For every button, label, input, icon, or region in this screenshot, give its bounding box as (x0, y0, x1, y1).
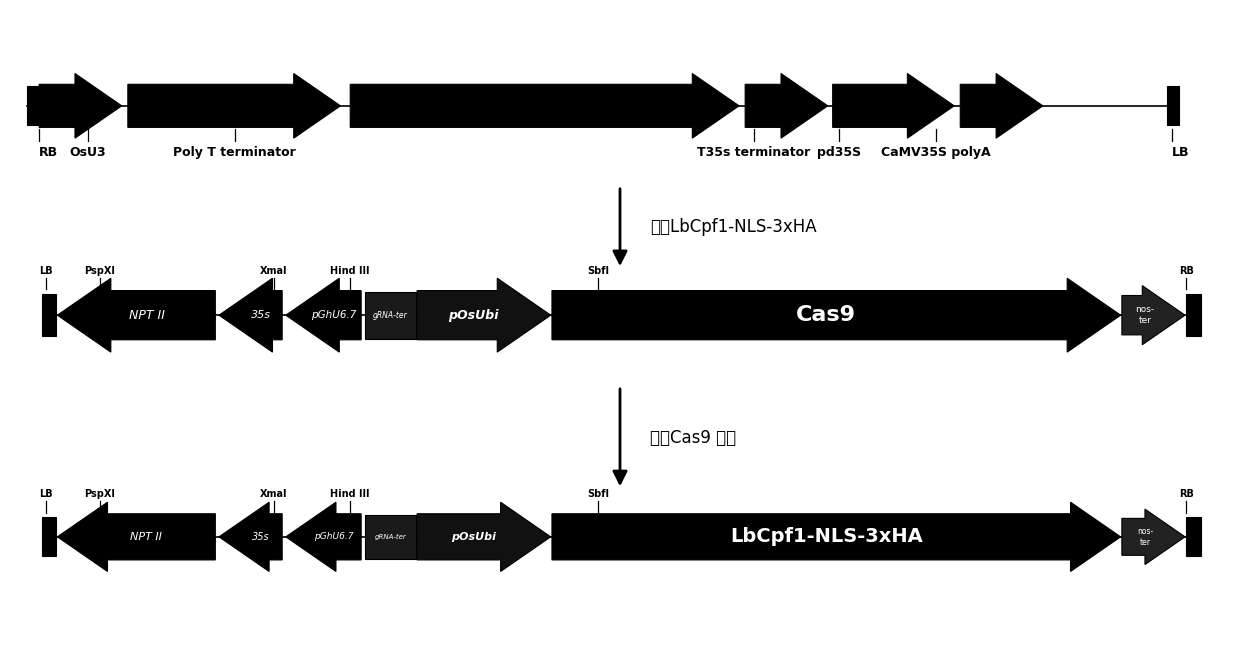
Text: RB: RB (1179, 266, 1194, 276)
Polygon shape (417, 278, 551, 352)
Text: NPT II: NPT II (130, 532, 162, 542)
Text: XmaI: XmaI (260, 489, 288, 499)
Text: OsU3: OsU3 (69, 146, 107, 159)
Bar (1187, 517, 1200, 557)
Text: pOsUbi: pOsUbi (451, 532, 496, 542)
Polygon shape (745, 73, 828, 138)
Polygon shape (285, 502, 361, 571)
Text: pGhU6.7: pGhU6.7 (314, 533, 353, 541)
Bar (365, 515, 415, 559)
Bar (42, 294, 56, 336)
Polygon shape (552, 502, 1121, 571)
Polygon shape (832, 73, 954, 138)
Polygon shape (417, 502, 551, 571)
Polygon shape (57, 278, 216, 352)
Text: gRNA-ter: gRNA-ter (373, 310, 408, 320)
Bar (365, 291, 415, 339)
Text: SbfI: SbfI (587, 266, 609, 276)
Text: 35s: 35s (252, 532, 269, 542)
Text: nos-
ter: nos- ter (1137, 527, 1153, 546)
Polygon shape (552, 278, 1121, 352)
Polygon shape (285, 278, 361, 352)
Text: 酶切Cas9 蛋白: 酶切Cas9 蛋白 (650, 428, 737, 447)
Text: RB: RB (1179, 489, 1194, 499)
Polygon shape (960, 73, 1043, 138)
Text: Cas9: Cas9 (796, 305, 856, 325)
Text: PspXI: PspXI (84, 266, 115, 276)
Text: Poly T terminator: Poly T terminator (174, 146, 296, 159)
Text: nos-
ter: nos- ter (1136, 305, 1154, 325)
Text: LbCpf1-NLS-3xHA: LbCpf1-NLS-3xHA (730, 527, 923, 546)
Text: CaMV35S polyA: CaMV35S polyA (882, 146, 991, 159)
Text: T35s terminator: T35s terminator (697, 146, 810, 159)
Text: NPT II: NPT II (129, 309, 165, 322)
Text: 扩增LbCpf1-NLS-3xHA: 扩增LbCpf1-NLS-3xHA (650, 219, 817, 236)
Text: SbfI: SbfI (587, 489, 609, 499)
Text: pd35S: pd35S (817, 146, 861, 159)
Polygon shape (1122, 509, 1185, 565)
Text: 35s: 35s (252, 310, 272, 320)
Text: PspXI: PspXI (84, 489, 115, 499)
Bar (27, 86, 40, 125)
Bar (1187, 294, 1200, 336)
Polygon shape (219, 502, 283, 571)
Polygon shape (128, 73, 341, 138)
Bar (42, 517, 56, 557)
Text: LB: LB (40, 266, 53, 276)
Text: gRNA-ter: gRNA-ter (374, 534, 407, 540)
Polygon shape (40, 73, 122, 138)
Text: LB: LB (1172, 146, 1189, 159)
Text: Hind III: Hind III (331, 266, 370, 276)
Polygon shape (219, 278, 283, 352)
Text: LB: LB (40, 489, 53, 499)
Text: pGhU6.7: pGhU6.7 (311, 310, 357, 320)
Text: RB: RB (40, 146, 58, 159)
Polygon shape (350, 73, 739, 138)
Text: Hind III: Hind III (331, 489, 370, 499)
Bar (1167, 86, 1179, 125)
Text: pOsUbi: pOsUbi (448, 309, 498, 322)
Polygon shape (1122, 286, 1185, 345)
Polygon shape (57, 502, 216, 571)
Text: XmaI: XmaI (260, 266, 288, 276)
